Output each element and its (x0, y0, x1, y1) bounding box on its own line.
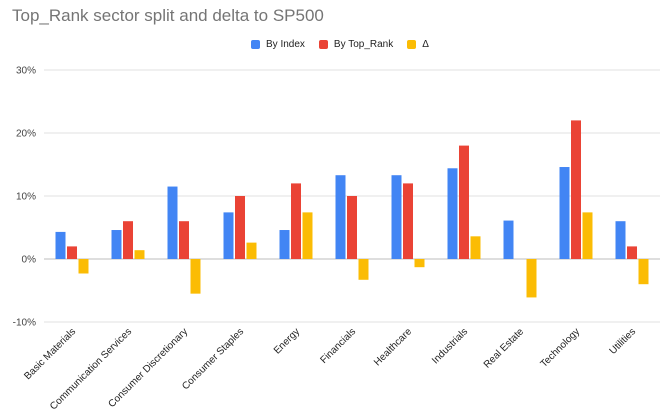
bar-by-index-0[interactable] (55, 231, 66, 259)
bar-by-index-7[interactable] (447, 168, 458, 259)
x-category-label: Real Estate (482, 326, 527, 371)
bar--2[interactable] (190, 259, 201, 294)
legend-swatch-delta (407, 40, 417, 49)
bar--8[interactable] (526, 259, 537, 298)
bar--7[interactable] (470, 236, 481, 259)
bar-by-top-rank-5[interactable] (347, 196, 357, 259)
bar--4[interactable] (302, 212, 313, 259)
bar--6[interactable] (414, 259, 425, 268)
x-category-label: Healthcare (372, 326, 414, 368)
x-category-label: Technology (539, 326, 583, 370)
bar--3[interactable] (246, 242, 257, 259)
bar-by-top-rank-6[interactable] (403, 183, 413, 259)
legend-label-delta: Δ (422, 39, 429, 50)
x-category-label: Financials (319, 326, 359, 366)
x-category-label: Consumer Staples (180, 326, 246, 392)
legend-swatch-by-top-rank (318, 40, 328, 49)
bar-by-top-rank-2[interactable] (179, 221, 189, 259)
y-axis-ticks: -10% 0% 10% 20% 30% (13, 66, 36, 329)
x-category-label: Basic Materials (22, 326, 78, 382)
legend-swatch-by-index (251, 40, 260, 49)
y-tick-label: 10% (16, 192, 36, 203)
bar-by-index-9[interactable] (559, 167, 570, 259)
legend-item-delta[interactable]: Δ (407, 39, 429, 50)
legend-label-by-top-rank: By Top_Rank (333, 39, 394, 50)
x-category-label: Industrials (430, 326, 470, 366)
legend-item-by-index[interactable]: By Index (251, 39, 305, 50)
y-tick-label: 30% (16, 66, 36, 77)
bar--1[interactable] (134, 250, 145, 259)
bar-by-index-6[interactable] (391, 175, 402, 259)
legend-label-by-index: By Index (266, 39, 305, 50)
y-tick-label: 0% (22, 255, 37, 266)
bar-by-top-rank-1[interactable] (123, 221, 133, 259)
bar--9[interactable] (582, 212, 593, 259)
bar-by-index-10[interactable] (615, 221, 626, 259)
bar-by-top-rank-7[interactable] (459, 145, 469, 259)
bar-by-top-rank-9[interactable] (571, 120, 581, 260)
bar--5[interactable] (358, 259, 369, 280)
bar--10[interactable] (638, 259, 649, 285)
bars (55, 120, 649, 298)
x-category-label: Utilities (608, 326, 639, 357)
bar-by-index-5[interactable] (335, 175, 346, 259)
bar-by-top-rank-0[interactable] (67, 246, 77, 259)
bar-by-index-4[interactable] (279, 230, 290, 259)
bar-by-index-2[interactable] (167, 186, 178, 259)
bar-by-top-rank-3[interactable] (235, 196, 245, 259)
bar-by-index-1[interactable] (111, 230, 122, 259)
legend-item-by-top-rank[interactable]: By Top_Rank (318, 39, 394, 50)
chart-title: Top_Rank sector split and delta to SP500 (12, 6, 324, 25)
bar-by-index-8[interactable] (503, 220, 514, 259)
bar-by-top-rank-4[interactable] (291, 183, 301, 259)
y-tick-label: 20% (16, 129, 36, 140)
y-tick-label: -10% (13, 318, 36, 329)
legend: By Index By Top_Rank Δ (251, 39, 443, 50)
bar-by-top-rank-10[interactable] (627, 246, 637, 259)
bar--0[interactable] (78, 259, 89, 274)
bar-by-index-3[interactable] (223, 212, 234, 259)
x-category-label: Energy (272, 326, 302, 356)
